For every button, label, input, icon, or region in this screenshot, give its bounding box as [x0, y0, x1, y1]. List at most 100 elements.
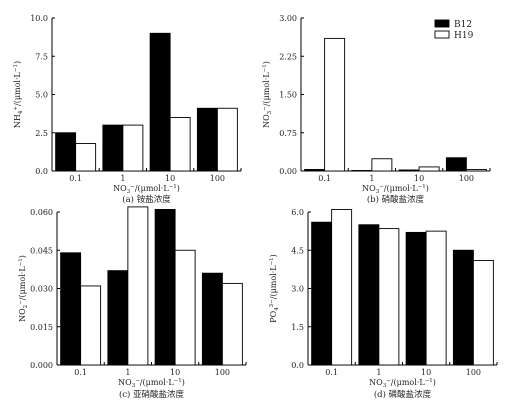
chart-panel-d: 0.0 1.5 3.0 4.5 6.0 0.1 1 10 100 PO43−/(μmol·L−1)…	[269, 208, 498, 400]
ylabel-base: NO	[18, 308, 27, 322]
x-axis-title: NO3−/(μmol·L−1)	[113, 184, 180, 195]
y-tick-label: 1.50	[279, 91, 297, 100]
y-tick-label: 4.5	[291, 246, 304, 255]
xlabel-base: NO	[362, 184, 376, 193]
x-tick-label: 0.1	[69, 174, 82, 183]
x-tick-label: 1	[376, 368, 381, 377]
xlabel-subscript: 3	[127, 189, 131, 195]
bar-b12-1	[102, 124, 124, 172]
bar-b12-3	[452, 249, 474, 366]
bar-h19-3	[472, 260, 494, 366]
y-axis-title: PO43−/(μmol·L−1)	[269, 254, 280, 323]
legend-label-b12: B12	[454, 20, 472, 30]
ylabel-unit-superscript: −1	[269, 257, 275, 265]
chart-panel-a: 0.02.55.07.510.00.1 1 10 100NH4+/(μmol·L−1)…	[13, 14, 242, 205]
y-axis-title: NH4+/(μmol·L−1)	[13, 61, 24, 128]
bar-h19-3	[465, 169, 487, 172]
x-tick-label: 0.1	[74, 368, 87, 377]
panel-caption: (d) 磷酸盐浓度	[374, 389, 432, 400]
xlabel-subscript: 3	[383, 383, 387, 389]
bar-b12-1	[107, 270, 129, 366]
xlabel-unit-superscript: −1	[174, 378, 182, 384]
x-tick-label: 0.1	[325, 368, 338, 377]
panel-caption: (a) 铵盐浓度	[122, 194, 171, 205]
bar-b12-2	[398, 169, 420, 172]
ylabel-superscript: −	[18, 300, 24, 305]
y-tick-label: 0.015	[30, 323, 53, 332]
y-tick-label: 3.00	[279, 14, 297, 23]
ylabel-superscript: +	[13, 106, 19, 111]
ylabel-unit-superscript: −1	[13, 64, 19, 72]
ylabel-subscript: 4	[18, 110, 24, 114]
y-tick-label: 0.0	[35, 167, 48, 176]
chart-panel-b: 0.000.751.502.253.000.1 1 10 100NO3−/(μmol·…	[262, 14, 491, 205]
y-tick-label: 3.0	[291, 285, 304, 294]
xlabel-superscript: −	[130, 184, 135, 190]
y-tick-label: 1.5	[291, 323, 304, 332]
y-tick-label: 0.030	[30, 285, 53, 294]
bar-h19-1	[127, 206, 149, 366]
xlabel-unit: /(μmol·L	[391, 378, 426, 387]
x-tick-label: 10	[170, 368, 180, 377]
bar-h19-1	[122, 124, 144, 172]
bar-h19-2	[418, 166, 440, 172]
bar-h19-2	[174, 249, 196, 366]
y-tick-label: 0.045	[30, 246, 53, 255]
ylabel-close: )	[13, 61, 22, 64]
bar-h19-2	[425, 230, 447, 366]
bar-h19-0	[80, 285, 102, 366]
ylabel-base: NH	[13, 114, 22, 128]
x-tick-label: 100	[215, 368, 230, 377]
ylabel-subscript: 3	[267, 110, 273, 114]
xlabel-superscript: −	[386, 378, 391, 384]
ylabel-subscript: 2	[23, 305, 29, 309]
x-tick-label: 10	[414, 174, 424, 183]
x-tick-label: 1	[125, 368, 130, 377]
bar-b12-0	[55, 132, 77, 172]
y-tick-label: 5.0	[35, 91, 48, 100]
y-tick-label: 0.0	[291, 361, 304, 370]
x-tick-label: 0.1	[318, 174, 331, 183]
bar-h19-0	[331, 208, 353, 366]
xlabel-close: )	[177, 184, 180, 193]
legend-swatch-b12	[434, 19, 450, 28]
xlabel-subscript: 3	[376, 189, 380, 195]
x-tick-label: 10	[165, 174, 175, 183]
y-tick-label: 7.5	[35, 52, 48, 61]
y-tick-label: 6.0	[291, 208, 304, 217]
y-tick-label: 2.25	[279, 52, 297, 61]
bar-b12-0	[311, 221, 333, 366]
bar-b12-1	[358, 224, 380, 366]
x-tick-label: 100	[459, 174, 474, 183]
bar-h19-0	[324, 37, 346, 172]
bar-b12-2	[405, 231, 427, 366]
ylabel-unit-superscript: −1	[18, 258, 24, 266]
ylabel-subscript: 4	[274, 307, 280, 311]
ylabel-unit: /(μmol·L	[18, 266, 27, 301]
xlabel-base: NO	[118, 378, 132, 387]
y-tick-label: 0.75	[279, 129, 297, 138]
y-tick-label: 0.000	[30, 361, 53, 370]
bar-b12-1	[351, 170, 373, 172]
bar-h19-1	[378, 228, 400, 366]
bar-b12-0	[304, 169, 326, 172]
bar-b12-3	[201, 272, 223, 366]
xlabel-unit: /(μmol·L	[384, 184, 419, 193]
xlabel-superscript: −	[135, 378, 140, 384]
bar-h19-1	[371, 158, 393, 172]
x-tick-label: 10	[421, 368, 431, 377]
ylabel-base: NO	[262, 114, 271, 128]
x-tick-label: 100	[210, 174, 225, 183]
x-tick-label: 1	[120, 174, 125, 183]
x-tick-label: 100	[466, 368, 481, 377]
xlabel-superscript: −	[379, 184, 384, 190]
bar-h19-3	[221, 282, 243, 366]
legend-label-h19: H19	[454, 31, 474, 41]
bar-b12-3	[445, 157, 467, 172]
y-tick-label: 0.00	[279, 167, 297, 176]
y-axis-title: NO2−/(μmol·L−1)	[18, 255, 29, 322]
ylabel-close: )	[18, 255, 27, 258]
